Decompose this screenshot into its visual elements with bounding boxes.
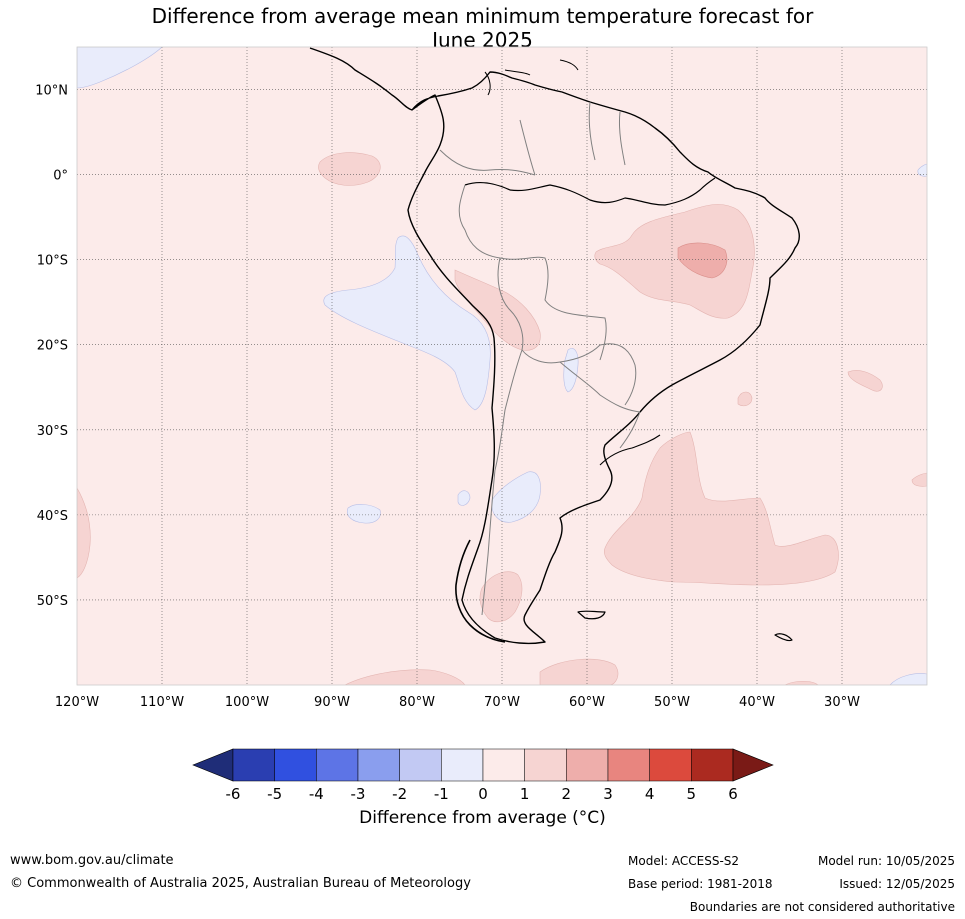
footer-base-period: Base period: 1981-2018 — [628, 877, 773, 891]
latitude-label: 50°S — [37, 594, 68, 609]
anomaly-region-cool-pacific-small — [347, 504, 381, 524]
longitude-label: 110°W — [140, 695, 184, 710]
colorbar-tick-label: -5 — [267, 785, 282, 803]
footer-model: Model: ACCESS-S2 — [628, 854, 740, 868]
longitude-label: 100°W — [225, 695, 269, 710]
colorbar-over-arrow — [732, 748, 774, 782]
longitude-label: 30°W — [824, 695, 860, 710]
latitude-label: 0° — [53, 169, 68, 184]
anomaly-region-cool-chile-small — [457, 490, 471, 506]
longitude-label: 40°W — [739, 695, 775, 710]
coastline-chile-fjords — [455, 539, 506, 643]
anomaly-region-warm-east-brazil-small — [737, 391, 753, 407]
anomaly-region-warm-scotia — [539, 658, 619, 685]
colorbar-label: Difference from average (°C) — [359, 808, 606, 828]
coastline-falklands — [577, 610, 606, 620]
latitude-label: 30°S — [37, 424, 68, 439]
colorbar-tick-label: 2 — [562, 785, 572, 803]
colorbar-segment — [607, 748, 650, 782]
graticule — [77, 47, 927, 685]
anomaly-region-warm-south-atlantic — [603, 431, 839, 586]
coastline-uruguay-estuary — [599, 434, 661, 466]
anomaly-region-warm-brazil-core — [677, 242, 728, 279]
anomaly-region-warm-brazil — [594, 204, 755, 319]
colorbar-segment — [649, 748, 692, 782]
longitude-label: 60°W — [569, 695, 605, 710]
colorbar: -6 -5 -4 -3 -2 -1 0 1 2 3 4 5 6 — [192, 748, 774, 803]
anomaly-region-cool-argentina — [491, 471, 541, 523]
colorbar-tick-label: -1 — [434, 785, 449, 803]
country-borders — [439, 101, 641, 616]
map-panel — [77, 47, 927, 685]
colorbar-tick-label: 3 — [603, 785, 613, 803]
colorbar-tick-label: -2 — [392, 785, 407, 803]
map-frame — [76, 46, 928, 686]
colorbar-segment — [357, 748, 400, 782]
anomaly-region-cool-southeast — [889, 673, 927, 685]
footer-model-run: Model run: 10/05/2025 — [817, 854, 955, 868]
footer-website: www.bom.gov.au/climate — [10, 853, 174, 868]
colorbar-tick-label: 1 — [520, 785, 530, 803]
colorbar-tick-label: 5 — [687, 785, 697, 803]
coastline-caribbean-islands — [484, 59, 579, 96]
colorbar-tick-label: -3 — [351, 785, 366, 803]
anomaly-region-warm-east-edge — [911, 472, 927, 487]
colorbar-tick-label: -6 — [226, 785, 241, 803]
footer-copyright: © Commonwealth of Australia 2025, Austra… — [10, 876, 471, 891]
colorbar-segment — [482, 748, 525, 782]
colorbar-segment — [316, 748, 359, 782]
latitude-label: 20°S — [37, 339, 68, 354]
longitude-labels: 120°W 110°W 100°W 90°W 80°W 70°W 60°W 50°W 40°W 3… — [55, 695, 860, 710]
latitude-label: 40°S — [37, 509, 68, 524]
latitude-label: 10°N — [35, 84, 68, 99]
colorbar-segment — [566, 748, 609, 782]
longitude-label: 120°W — [55, 695, 99, 710]
longitude-label: 70°W — [484, 695, 520, 710]
latitude-label: 10°S — [37, 254, 68, 269]
colorbar-segment — [691, 748, 734, 782]
coastline-amazon-river — [464, 177, 716, 206]
map-title: Difference from average mean minimum tem… — [0, 4, 965, 52]
footer-issued: Issued: 12/05/2025 — [839, 877, 955, 891]
footer-disclaimer: Boundaries are not considered authoritat… — [689, 900, 955, 914]
geography — [309, 47, 800, 645]
longitude-label: 90°W — [314, 695, 350, 710]
anomaly-region-warm-south-atlantic-east — [847, 370, 883, 392]
anomaly-region-cool-peru-coast — [323, 235, 491, 411]
anomaly-region-cool-northwest — [77, 47, 163, 89]
colorbar-segment — [232, 748, 275, 782]
colorbar-tick-label: 6 — [728, 785, 738, 803]
longitude-label: 50°W — [654, 695, 690, 710]
anomaly-region-warm-drake — [344, 669, 466, 685]
colorbar-segment — [441, 748, 484, 782]
colorbar-tick-label: -4 — [309, 785, 324, 803]
colorbar-tick-label: 0 — [478, 785, 488, 803]
colorbar-segment — [399, 748, 442, 782]
anomaly-region-warm-southwest — [77, 487, 91, 579]
anomaly-region-warm-galapagos — [318, 152, 381, 186]
longitude-label: 80°W — [399, 695, 435, 710]
title-line-1: Difference from average mean minimum tem… — [151, 4, 814, 28]
coastline-south-america — [309, 47, 800, 645]
coastline-south-georgia — [774, 633, 793, 642]
colorbar-segment — [524, 748, 567, 782]
anomaly-region-cool-east-equator — [917, 163, 927, 177]
colorbar-under-arrow — [192, 748, 234, 782]
colorbar-tick-label: 4 — [645, 785, 655, 803]
latitude-labels: 10°N 0° 10°S 20°S 30°S 40°S 50°S — [35, 84, 68, 609]
colorbar-segment — [274, 748, 317, 782]
